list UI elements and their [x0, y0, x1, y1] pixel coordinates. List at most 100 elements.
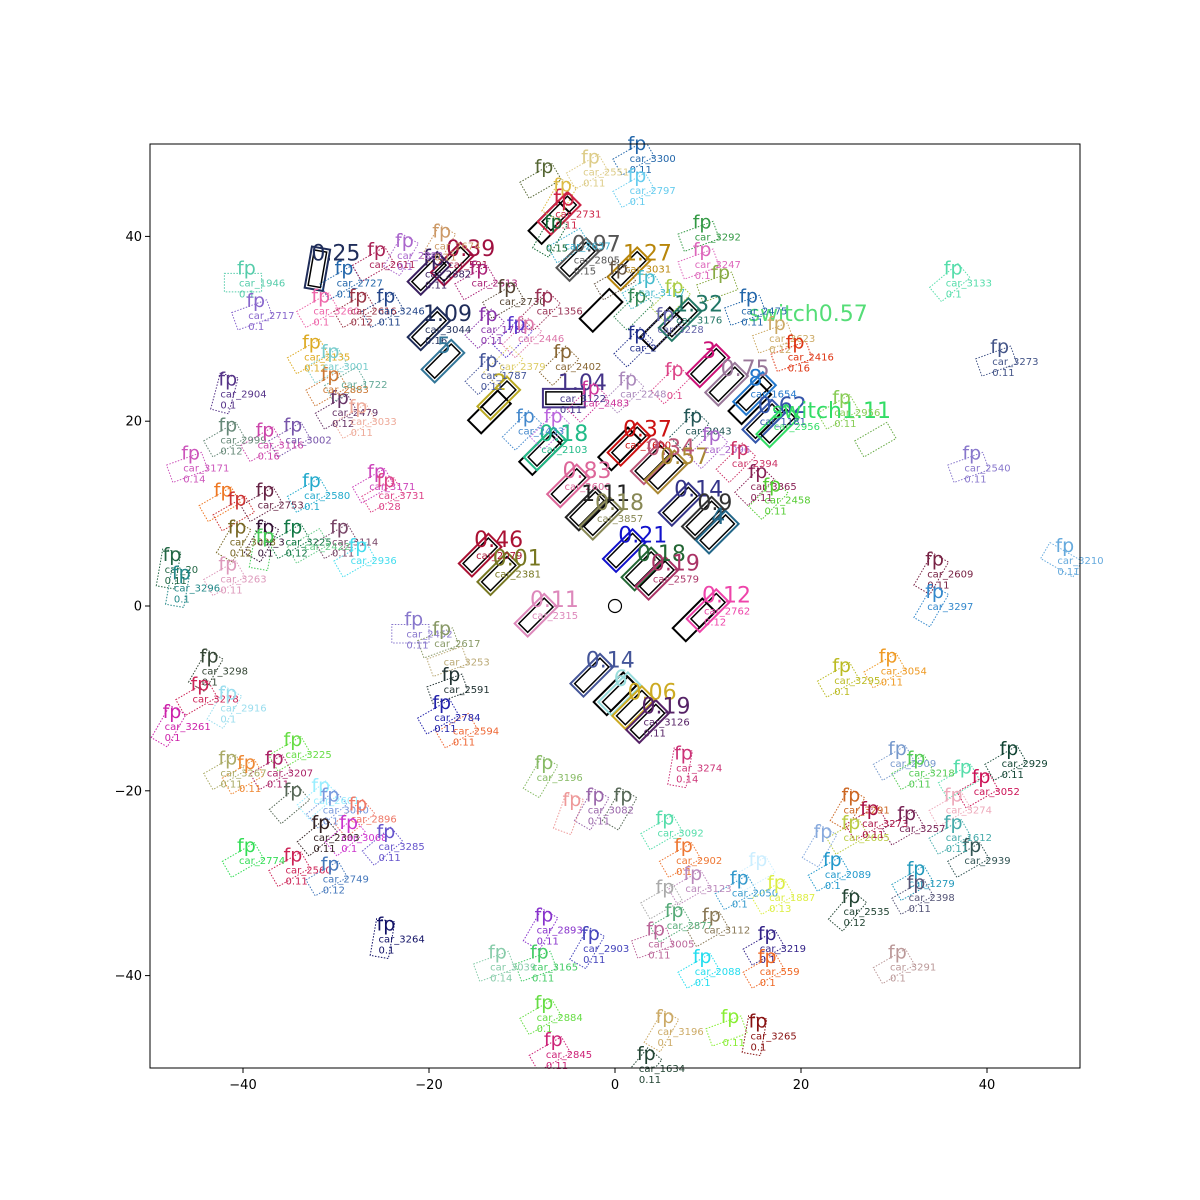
false-positive-box: [650, 280, 692, 322]
box-main-label: fp: [246, 290, 265, 312]
ground-truth-box: [545, 391, 583, 406]
detection-box: [629, 440, 675, 486]
box-class-label: car_2999: [220, 436, 266, 447]
false-positive-box: [175, 680, 218, 717]
box-main-label: fp: [367, 461, 386, 483]
box-class-label: car_2877: [667, 921, 713, 932]
box-class-label: car_2475: [741, 306, 787, 317]
box-class-label: car_2103: [541, 445, 587, 456]
box-score-label: 0.11: [406, 641, 428, 652]
box-score-label: 0.1: [676, 867, 692, 878]
detection-box: [406, 250, 452, 297]
false-positive-box: [472, 950, 516, 983]
box-main-label: fp: [349, 396, 368, 418]
box-class-label: car_3296: [174, 584, 220, 595]
false-positive-box: [369, 918, 396, 960]
box-main-label: fp: [377, 914, 396, 936]
false-positive-box: [268, 851, 311, 888]
box-class-label: car_1722: [341, 380, 387, 391]
box-class-label: car_2606: [565, 482, 611, 493]
false-positive-box: [248, 530, 275, 572]
box-main-label: fp: [972, 766, 991, 788]
box-main-label: fp: [442, 664, 461, 686]
detection-box: [657, 296, 703, 343]
box-main-label: fp: [749, 1011, 768, 1033]
box-score-label: 0.11: [1002, 770, 1024, 781]
box-score-label: 0.12: [323, 886, 345, 897]
false-positive-box: [501, 410, 543, 451]
box-main-label: fp: [163, 701, 182, 723]
box-score-label: 0.15: [546, 243, 568, 254]
box-main-label: fp: [702, 904, 721, 926]
box-score-label: 0.11: [648, 950, 670, 961]
false-positive-box: [268, 784, 311, 825]
box-score-label: 0.1: [695, 978, 711, 989]
false-positive-box: [928, 791, 972, 828]
ground-truth-box: [708, 366, 745, 403]
box-class-label: car_2616: [351, 306, 397, 317]
box-class-label: car_1356: [537, 306, 583, 317]
box-main-label: fp: [832, 655, 851, 677]
box-score-label: 0.11: [239, 784, 261, 795]
box-main-label: fp: [163, 544, 182, 566]
box-main-label: fp: [535, 156, 554, 178]
box-score-label: 0.11: [723, 1038, 745, 1049]
false-positive-box: [286, 527, 330, 564]
false-positive-box: [946, 842, 990, 879]
box-score-label: 0.11: [165, 576, 187, 587]
detection-box: [578, 495, 624, 541]
false-positive-box: [641, 308, 682, 350]
box-score-label: 0.1: [732, 899, 748, 910]
box-score-label: 0.1: [537, 1024, 553, 1035]
box-score-label: 0.13: [769, 904, 791, 915]
box-score-label: 0.16: [788, 364, 810, 375]
box-class-label: car_3274: [946, 805, 992, 816]
ground-truth-box: [307, 249, 328, 289]
box-class-label: car_2079: [476, 551, 522, 562]
box-main-label: fp: [321, 784, 340, 806]
box-main-label: fp: [172, 563, 191, 585]
false-positive-box: [677, 220, 720, 253]
box-class-label: car_2458: [764, 496, 810, 507]
box-score-label: 0.1: [760, 955, 776, 966]
false-positive-box: [538, 345, 580, 387]
box-main-label: fp: [256, 516, 275, 538]
box-main-label: fp: [860, 798, 879, 820]
box-class-label: car_2774: [239, 856, 285, 867]
box-main-label: fp: [767, 872, 786, 894]
box-main-label: fp: [944, 784, 963, 806]
box-main-label: 1.32: [674, 293, 723, 318]
box-main-label: fp: [944, 258, 963, 280]
box-score-label: 0.1: [174, 595, 190, 606]
box-score-label: 0.11: [881, 678, 903, 689]
box-main-label: fp: [330, 387, 349, 409]
box-main-label: fp: [200, 646, 219, 668]
box-class-label: car_3196: [658, 1027, 704, 1038]
box-class-label: car_3274: [676, 764, 722, 775]
ground-truth-box: [480, 555, 517, 592]
box-class-label: car_1787: [481, 371, 527, 382]
false-positive-box: [483, 345, 524, 387]
box-class-label: car_2315: [532, 611, 578, 622]
box-main-label: fp: [256, 419, 275, 441]
false-positive-box: [928, 262, 971, 303]
false-positive-box: [305, 370, 349, 407]
box-score-label: 0.11: [555, 220, 577, 231]
false-positive-box: [552, 792, 585, 836]
false-positive-box: [715, 442, 757, 484]
false-positive-box: [937, 763, 981, 800]
box-class-label: car_2805: [574, 256, 620, 267]
false-positive-box: [215, 519, 252, 563]
box-main-label: fp: [721, 1006, 740, 1028]
false-positive-box: [623, 1047, 663, 1068]
false-positive-box: [522, 907, 559, 951]
box-class-label: car_3246: [379, 306, 425, 317]
false-positive-box: [734, 465, 775, 507]
box-main-label: 0.21: [618, 524, 667, 549]
box-score-label: 0.11: [267, 779, 289, 790]
ground-truth-box: [606, 532, 643, 569]
box-main-label: fp: [646, 918, 665, 940]
box-score-label: 0.15: [574, 267, 596, 278]
ground-truth-box: [610, 250, 648, 287]
ground-truth-box: [629, 703, 666, 740]
